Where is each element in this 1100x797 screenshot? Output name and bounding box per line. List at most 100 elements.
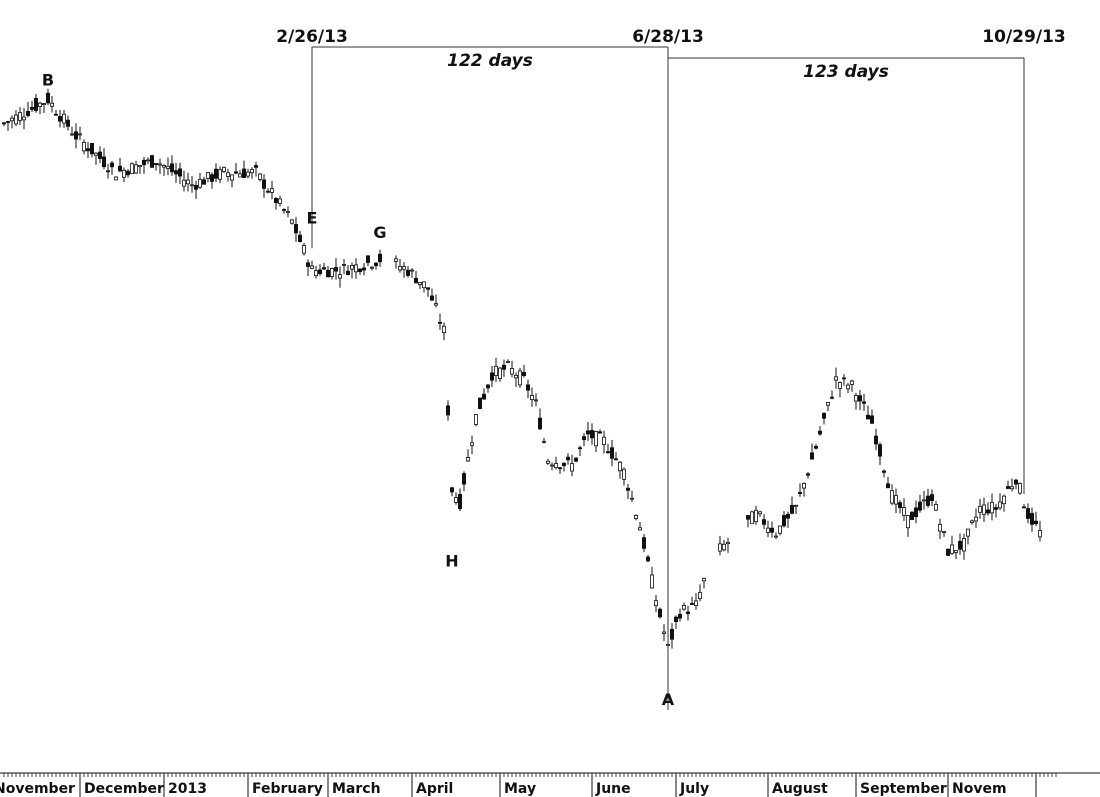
- candle: [345, 265, 350, 276]
- candle: [566, 453, 571, 465]
- month-label: September: [860, 781, 947, 797]
- candle: [1014, 478, 1019, 490]
- candle: [522, 364, 527, 378]
- span-label: 123 days: [803, 62, 889, 82]
- candle: [133, 160, 138, 175]
- candle: [646, 554, 651, 563]
- candle: [1002, 494, 1007, 512]
- candle: [1026, 503, 1031, 524]
- candle: [6, 120, 11, 131]
- candle: [590, 423, 595, 445]
- candle: [29, 100, 34, 113]
- candle: [886, 476, 891, 489]
- candle: [518, 367, 523, 388]
- annotation-labels: 2/26/13 6/28/13 10/29/13 122 days 123 days B E…: [42, 27, 1066, 709]
- candle: [686, 605, 691, 621]
- candle: [570, 454, 575, 477]
- candle: [173, 163, 178, 183]
- candle: [574, 457, 579, 463]
- candle: [489, 365, 494, 387]
- point-label-a: A: [662, 690, 675, 709]
- candle: [862, 394, 867, 411]
- candle: [425, 287, 430, 297]
- candle: [265, 188, 270, 194]
- candle: [445, 400, 450, 421]
- candle: [538, 408, 543, 430]
- candle: [994, 503, 999, 518]
- candle: [962, 533, 967, 560]
- candle: [974, 508, 979, 528]
- candle: [1034, 511, 1039, 527]
- date-label: 6/28/13: [632, 27, 704, 47]
- candle: [922, 490, 927, 510]
- candle: [481, 388, 486, 401]
- candle: [582, 433, 587, 447]
- candle: [786, 511, 791, 528]
- candle: [34, 94, 39, 113]
- candle: [161, 164, 166, 176]
- candle: [606, 443, 611, 454]
- candle: [237, 170, 242, 178]
- candle: [514, 372, 519, 387]
- candle: [401, 262, 406, 278]
- candle: [634, 514, 639, 521]
- candle: [890, 484, 895, 506]
- candle: [461, 471, 466, 492]
- candle: [926, 488, 931, 508]
- point-label-g: G: [373, 223, 386, 242]
- candle: [910, 511, 915, 521]
- candle: [530, 387, 535, 407]
- candle: [726, 537, 731, 553]
- candle: [329, 267, 334, 280]
- candle: [774, 532, 779, 540]
- candle: [473, 414, 478, 427]
- candle: [906, 515, 911, 537]
- candle: [878, 442, 883, 466]
- candle: [145, 157, 150, 165]
- candle: [810, 443, 815, 460]
- candle: [285, 206, 290, 218]
- candle: [842, 374, 847, 386]
- candle: [349, 262, 354, 279]
- candle: [54, 109, 59, 116]
- candle: [790, 496, 795, 515]
- candle: [201, 176, 206, 185]
- candle: [650, 566, 655, 589]
- candle: [66, 115, 71, 131]
- candle: [357, 267, 362, 275]
- candle: [153, 163, 158, 171]
- candle: [393, 255, 398, 269]
- candle: [830, 390, 835, 400]
- candle: [534, 393, 539, 407]
- candle: [746, 515, 751, 528]
- candle: [13, 110, 18, 127]
- candle: [942, 530, 947, 537]
- candle: [1038, 520, 1043, 542]
- candle: [353, 258, 358, 279]
- candle: [982, 497, 987, 522]
- candle: [509, 360, 514, 378]
- candle: [213, 163, 218, 183]
- candle: [225, 168, 230, 182]
- candle: [938, 518, 943, 540]
- candle: [321, 262, 326, 270]
- candle: [818, 426, 823, 436]
- month-label: December: [84, 781, 164, 797]
- annotation-lines: [311, 46, 1025, 710]
- candle: [361, 263, 366, 276]
- candle: [185, 172, 190, 192]
- candle: [309, 260, 314, 269]
- candle: [602, 430, 607, 454]
- candle: [269, 180, 274, 200]
- candle: [373, 262, 378, 270]
- candle: [82, 139, 87, 155]
- candle: [586, 422, 591, 441]
- span-label: 122 days: [447, 51, 533, 71]
- candle: [754, 505, 759, 525]
- candle: [209, 172, 214, 189]
- candle: [850, 379, 855, 392]
- candle: [70, 126, 75, 137]
- candle: [638, 522, 643, 531]
- candle: [337, 266, 342, 288]
- candle: [21, 107, 26, 130]
